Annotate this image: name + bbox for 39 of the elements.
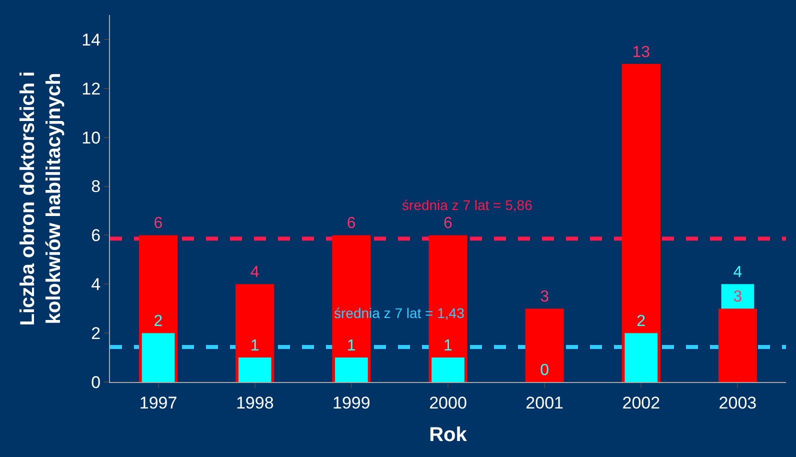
data-label: 1 [346,338,356,355]
bar [238,358,272,382]
data-label: 6 [154,215,163,232]
data-label: 3 [733,288,742,306]
x-tick-label: 2001 [526,393,564,412]
x-tick-label: 2003 [718,393,757,412]
x-tick-label: 2000 [429,393,467,412]
ref-line-label: średnia z 7 lat = 5,86 [402,197,533,213]
y-tick-label: 10 [82,128,101,148]
data-label: 4 [250,264,260,282]
y-tick-label: 6 [91,226,101,246]
x-tick-label: 2002 [622,393,660,412]
x-axis-title: Rok [429,424,468,446]
y-axis-title: Liczba obron doktorskich i kolokwiów habilitacyjnych [17,71,66,326]
data-label: 1 [444,338,452,355]
data-label: 6 [444,215,452,232]
data-label: 3 [540,288,550,306]
x-tick-label: 1999 [332,393,370,412]
data-label: 2 [154,313,163,330]
bar [718,308,758,382]
y-tick-label: 4 [91,275,101,294]
y-tick-label: 14 [82,30,101,50]
y-tick-label: 8 [91,177,101,196]
data-label: 6 [346,215,356,232]
data-label: 13 [632,44,650,61]
data-label: 2 [636,313,646,330]
bar [432,358,464,382]
bar [624,333,658,382]
data-label: 1 [250,338,260,355]
y-tick-label: 2 [91,324,101,344]
y-tick-label: 0 [91,372,101,392]
data-label: 0 [540,362,550,379]
x-tick-label: 1998 [236,393,274,412]
y-tick-label: 12 [82,79,101,98]
bar [335,358,368,382]
x-tick-label: 1997 [139,393,178,412]
bar [142,333,175,382]
bar [525,308,564,382]
data-label: 4 [733,264,742,282]
